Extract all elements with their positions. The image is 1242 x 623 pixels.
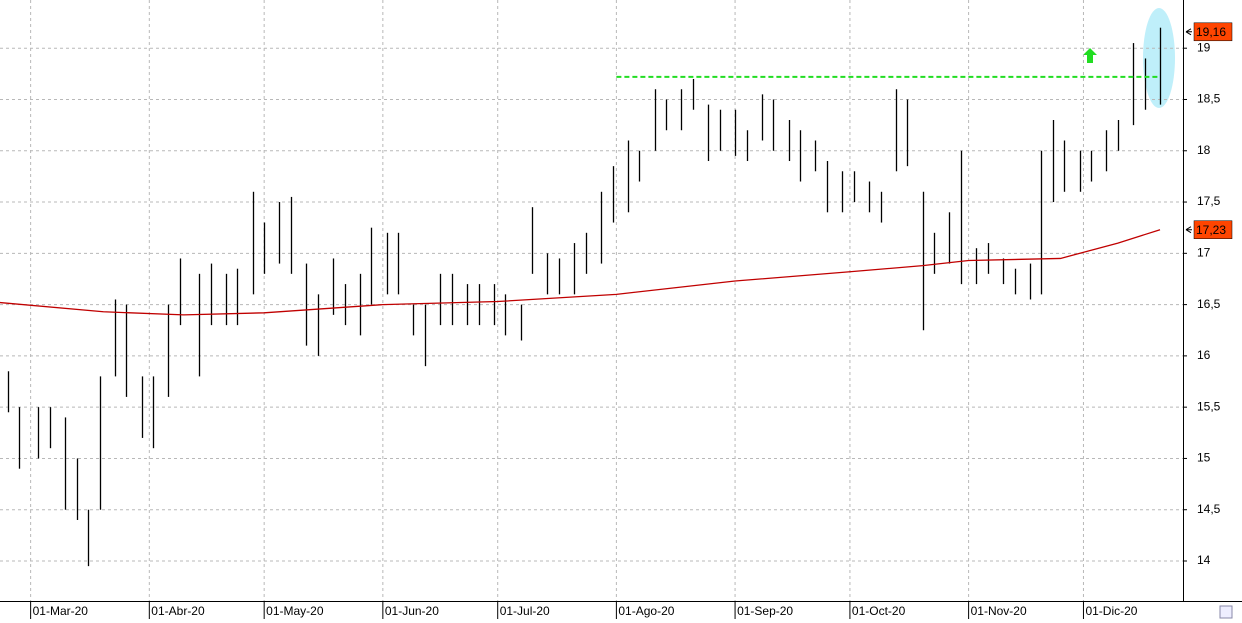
y-tick-label: 17 [1197,245,1211,259]
y-tick-label: 16,5 [1197,297,1221,311]
y-tick-label: 14 [1197,553,1211,567]
y-tick-label: 18 [1197,143,1211,157]
price-pointer [1185,226,1192,234]
price-tag [1193,220,1233,239]
x-tick-label: 01-Dic-20 [1085,604,1137,618]
x-tick-label: 01-Jun-20 [385,604,439,618]
y-tick-label: 16 [1197,348,1211,362]
up-arrow [1083,48,1097,63]
y-tick-label: 18,5 [1197,92,1221,106]
price-tag-label: 17,23 [1196,223,1226,237]
price-tag [1193,22,1233,42]
x-tick-label: 01-Jul-20 [500,604,550,618]
price-tag-label: 19,16 [1196,25,1226,39]
x-tick-label: 01-Mar-20 [33,604,89,618]
x-tick-label: 01-Sep-20 [737,604,793,618]
y-tick-label: 14,5 [1197,502,1221,516]
x-tick-label: 01-May-20 [266,604,324,618]
x-tick-label: 01-Oct-20 [852,604,906,618]
plot [0,0,1183,601]
x-tick-label: 01-Ago-20 [618,604,674,618]
moving-average-line [0,229,1161,316]
y-tick-label: 17,5 [1197,194,1221,208]
x-tick-label: 01-Nov-20 [971,604,1027,618]
x-tick-label: 01-Abr-20 [151,604,205,618]
y-tick-label: 19 [1197,40,1211,54]
price-pointer [1185,28,1192,36]
y-tick-label: 15 [1197,451,1211,465]
corner-icon [1219,605,1233,619]
y-tick-label: 15,5 [1197,399,1221,413]
highlight-ellipse [1143,8,1175,108]
